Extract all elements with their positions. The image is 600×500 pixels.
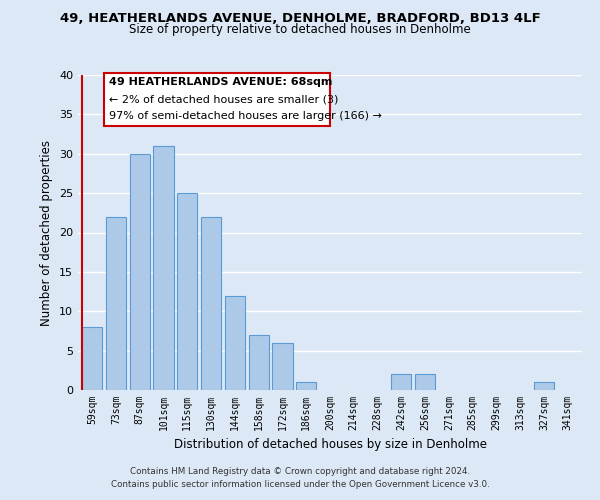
FancyBboxPatch shape — [104, 72, 330, 126]
Bar — [534, 382, 554, 390]
Text: 49, HEATHERLANDS AVENUE, DENHOLME, BRADFORD, BD13 4LF: 49, HEATHERLANDS AVENUE, DENHOLME, BRADF… — [59, 12, 541, 26]
Bar — [201, 217, 221, 390]
Y-axis label: Number of detached properties: Number of detached properties — [40, 140, 53, 326]
Bar — [391, 374, 412, 390]
X-axis label: Distribution of detached houses by size in Denholme: Distribution of detached houses by size … — [173, 438, 487, 452]
Bar — [415, 374, 435, 390]
Text: ← 2% of detached houses are smaller (3): ← 2% of detached houses are smaller (3) — [109, 94, 338, 104]
Bar — [177, 193, 197, 390]
Text: Contains HM Land Registry data © Crown copyright and database right 2024.
Contai: Contains HM Land Registry data © Crown c… — [110, 468, 490, 489]
Bar — [225, 296, 245, 390]
Bar — [130, 154, 150, 390]
Bar — [106, 217, 126, 390]
Text: Size of property relative to detached houses in Denholme: Size of property relative to detached ho… — [129, 24, 471, 36]
Bar — [248, 335, 269, 390]
Bar — [154, 146, 173, 390]
Bar — [82, 327, 103, 390]
Bar — [296, 382, 316, 390]
Text: 97% of semi-detached houses are larger (166) →: 97% of semi-detached houses are larger (… — [109, 111, 382, 121]
Text: 49 HEATHERLANDS AVENUE: 68sqm: 49 HEATHERLANDS AVENUE: 68sqm — [109, 76, 332, 86]
Bar — [272, 343, 293, 390]
